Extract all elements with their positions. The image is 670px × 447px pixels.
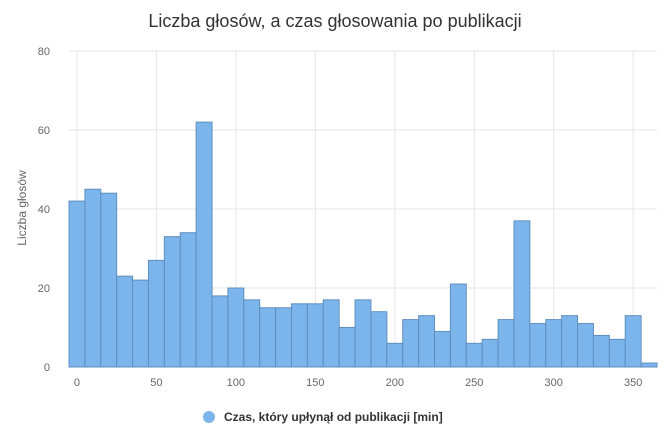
x-tick-label: 0 (74, 377, 80, 389)
x-tick-label: 50 (150, 377, 162, 389)
x-tick-label: 350 (624, 377, 642, 389)
y-tick-label: 40 (38, 204, 50, 216)
y-tick-label: 0 (44, 362, 50, 374)
chart-title: Liczba głosów, a czas głosowania po publ… (148, 11, 521, 31)
histogram-bar[interactable] (577, 323, 594, 368)
histogram-bar[interactable] (163, 236, 181, 368)
x-tick-label: 100 (227, 377, 245, 389)
histogram-bar[interactable] (132, 279, 149, 368)
histogram-bar[interactable] (195, 121, 213, 368)
histogram-bar[interactable] (529, 323, 547, 368)
histogram-bar[interactable] (386, 342, 404, 368)
histogram-bar[interactable] (481, 338, 499, 368)
legend-marker (203, 411, 215, 423)
histogram-bar[interactable] (322, 299, 340, 368)
histogram-bar[interactable] (290, 303, 308, 368)
histogram-bar[interactable] (227, 287, 245, 368)
histogram-bar[interactable] (84, 188, 102, 368)
histogram-bar[interactable] (640, 362, 658, 368)
histogram-bar[interactable] (592, 334, 610, 368)
histogram-bar[interactable] (465, 342, 483, 368)
legend[interactable]: Czas, który upłynął od publikacji [min] (203, 410, 443, 424)
legend-label: Czas, który upłynął od publikacji [min] (224, 410, 443, 424)
histogram-bar[interactable] (418, 315, 436, 368)
histogram-bar[interactable] (402, 319, 420, 368)
histogram-bar[interactable] (561, 315, 579, 368)
histogram-bar[interactable] (338, 327, 356, 368)
histogram-bar[interactable] (497, 319, 515, 368)
histogram-bar[interactable] (449, 283, 467, 368)
histogram-bar[interactable] (116, 275, 134, 368)
histogram-bar[interactable] (434, 330, 451, 368)
x-tick-label: 150 (306, 377, 324, 389)
histogram-bar[interactable] (68, 200, 86, 368)
histogram-bar[interactable] (147, 259, 165, 368)
histogram-bar[interactable] (624, 315, 642, 368)
histogram-bar[interactable] (306, 303, 324, 368)
x-tick-label: 300 (545, 377, 563, 389)
y-axis-label: Liczba głosów (15, 170, 29, 246)
histogram-bar[interactable] (179, 232, 197, 368)
histogram-bar[interactable] (608, 338, 626, 368)
x-tick-label: 200 (386, 377, 404, 389)
x-tick-label: 250 (465, 377, 483, 389)
histogram-bar[interactable] (370, 311, 388, 368)
histogram-bar[interactable] (513, 220, 531, 368)
histogram-bar[interactable] (243, 299, 261, 368)
histogram-bar[interactable] (545, 319, 563, 368)
histogram-bar[interactable] (354, 299, 372, 368)
histogram-bar[interactable] (211, 295, 229, 368)
histogram-bar[interactable] (275, 307, 292, 368)
y-tick-label: 80 (38, 46, 50, 58)
y-tick-label: 60 (38, 125, 50, 137)
y-tick-label: 20 (38, 283, 50, 295)
histogram-bar[interactable] (100, 192, 118, 368)
histogram-bar[interactable] (259, 307, 277, 368)
